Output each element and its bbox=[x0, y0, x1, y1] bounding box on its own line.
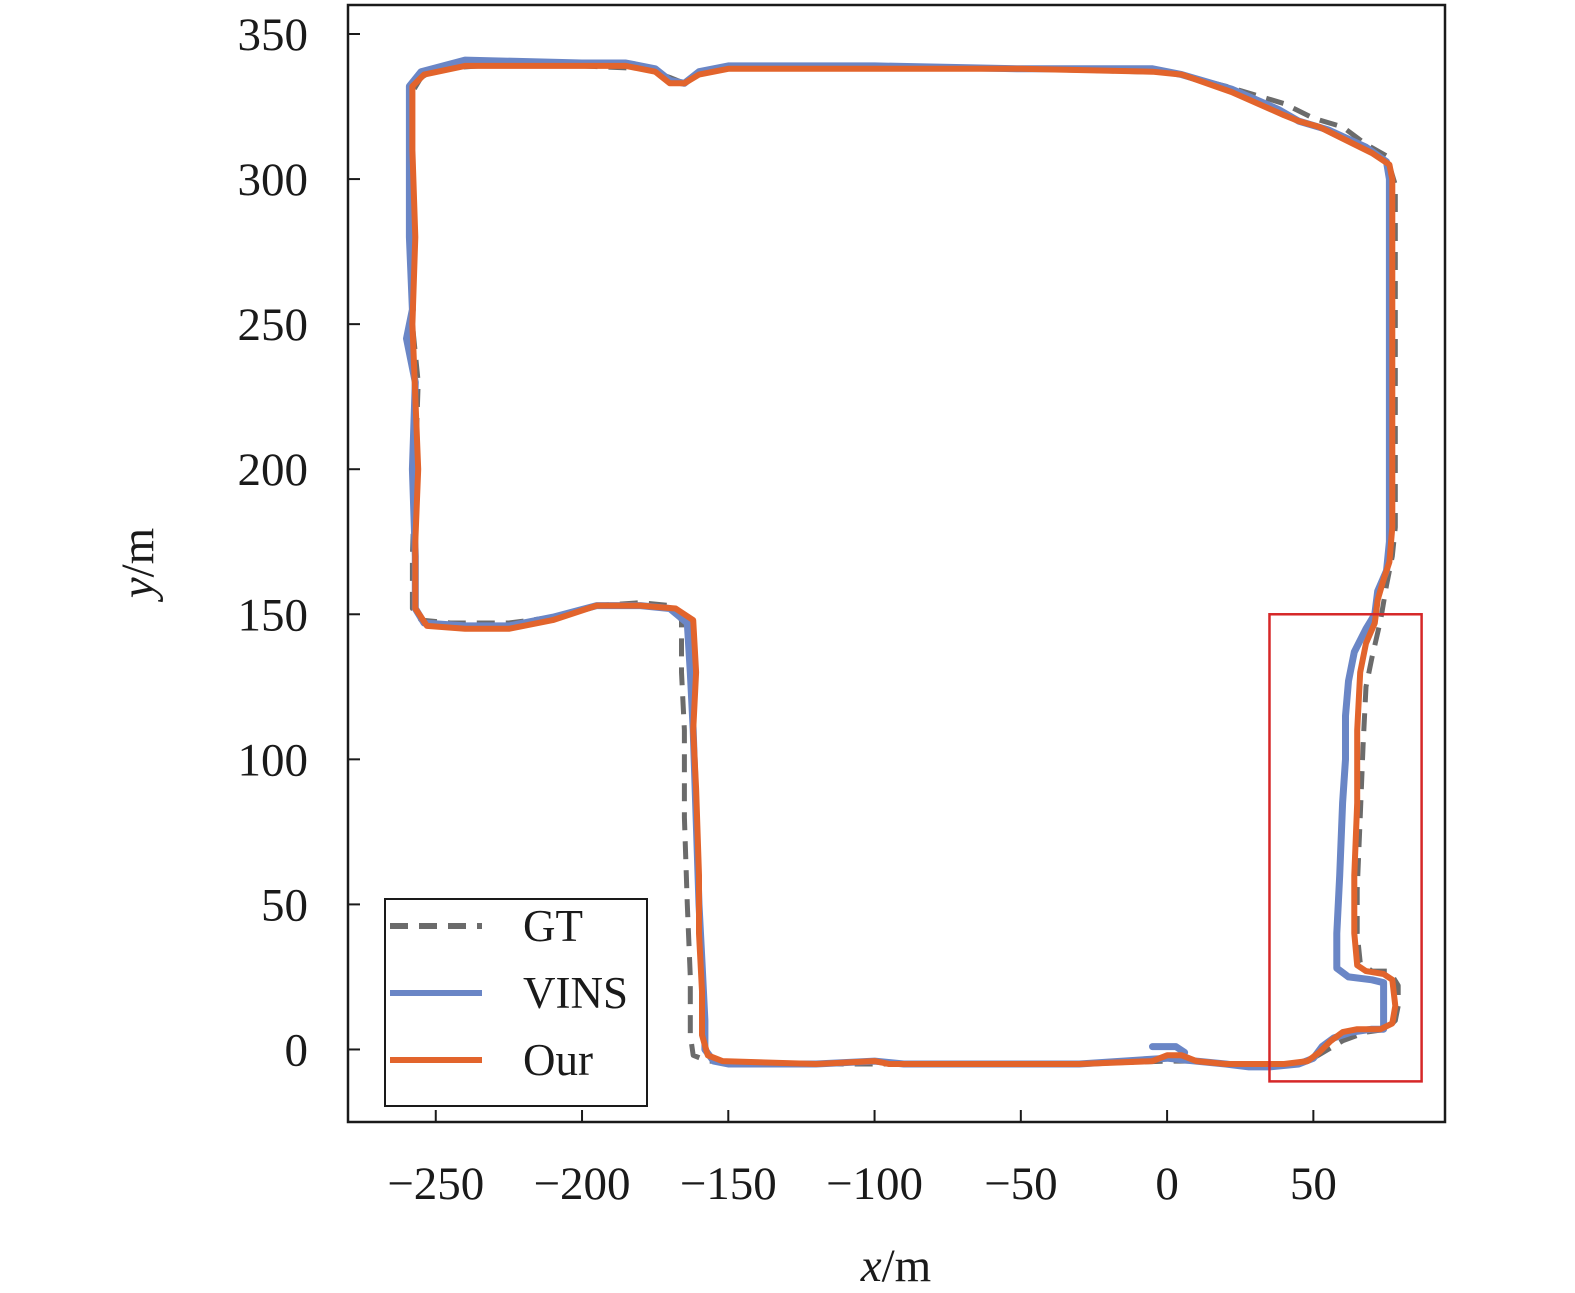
y-tick-label: 300 bbox=[238, 154, 309, 206]
highlight-box bbox=[1268, 613, 1423, 1083]
series-layer bbox=[403, 56, 1401, 1071]
y-tick-label: 200 bbox=[238, 444, 309, 496]
x-tick-label: 0 bbox=[1155, 1158, 1179, 1210]
y-tick-label: 100 bbox=[238, 734, 309, 786]
x-tick-label: −250 bbox=[387, 1158, 484, 1210]
legend: GT VINS Our bbox=[384, 898, 648, 1107]
legend-label-our: Our bbox=[523, 1035, 593, 1085]
x-tick-label: 50 bbox=[1290, 1158, 1337, 1210]
legend-box bbox=[384, 898, 648, 1107]
x-tick-label: −50 bbox=[984, 1158, 1058, 1210]
y-tick-label: 0 bbox=[285, 1024, 309, 1076]
y-axis-label: y/m bbox=[112, 528, 164, 603]
x-tick-label: −200 bbox=[534, 1158, 631, 1210]
plot-frame bbox=[346, 3, 1447, 1124]
y-tick-label: 50 bbox=[261, 879, 308, 931]
x-axis-label: x/m bbox=[860, 1240, 932, 1288]
legend-label-vins: VINS bbox=[523, 968, 628, 1018]
legend-label-gt: GT bbox=[523, 901, 583, 951]
x-axis: −250 −200 −150 −100 −50 0 50 bbox=[387, 1110, 1337, 1210]
x-tick-label: −150 bbox=[680, 1158, 777, 1210]
y-axis: 0 50 100 150 200 250 300 350 bbox=[238, 9, 360, 1076]
y-tick-label: 150 bbox=[238, 589, 309, 641]
series-line-our bbox=[409, 62, 1399, 1067]
y-tick-label: 250 bbox=[238, 299, 309, 351]
y-tick-label: 350 bbox=[238, 9, 309, 61]
x-tick-label: −100 bbox=[826, 1158, 923, 1210]
